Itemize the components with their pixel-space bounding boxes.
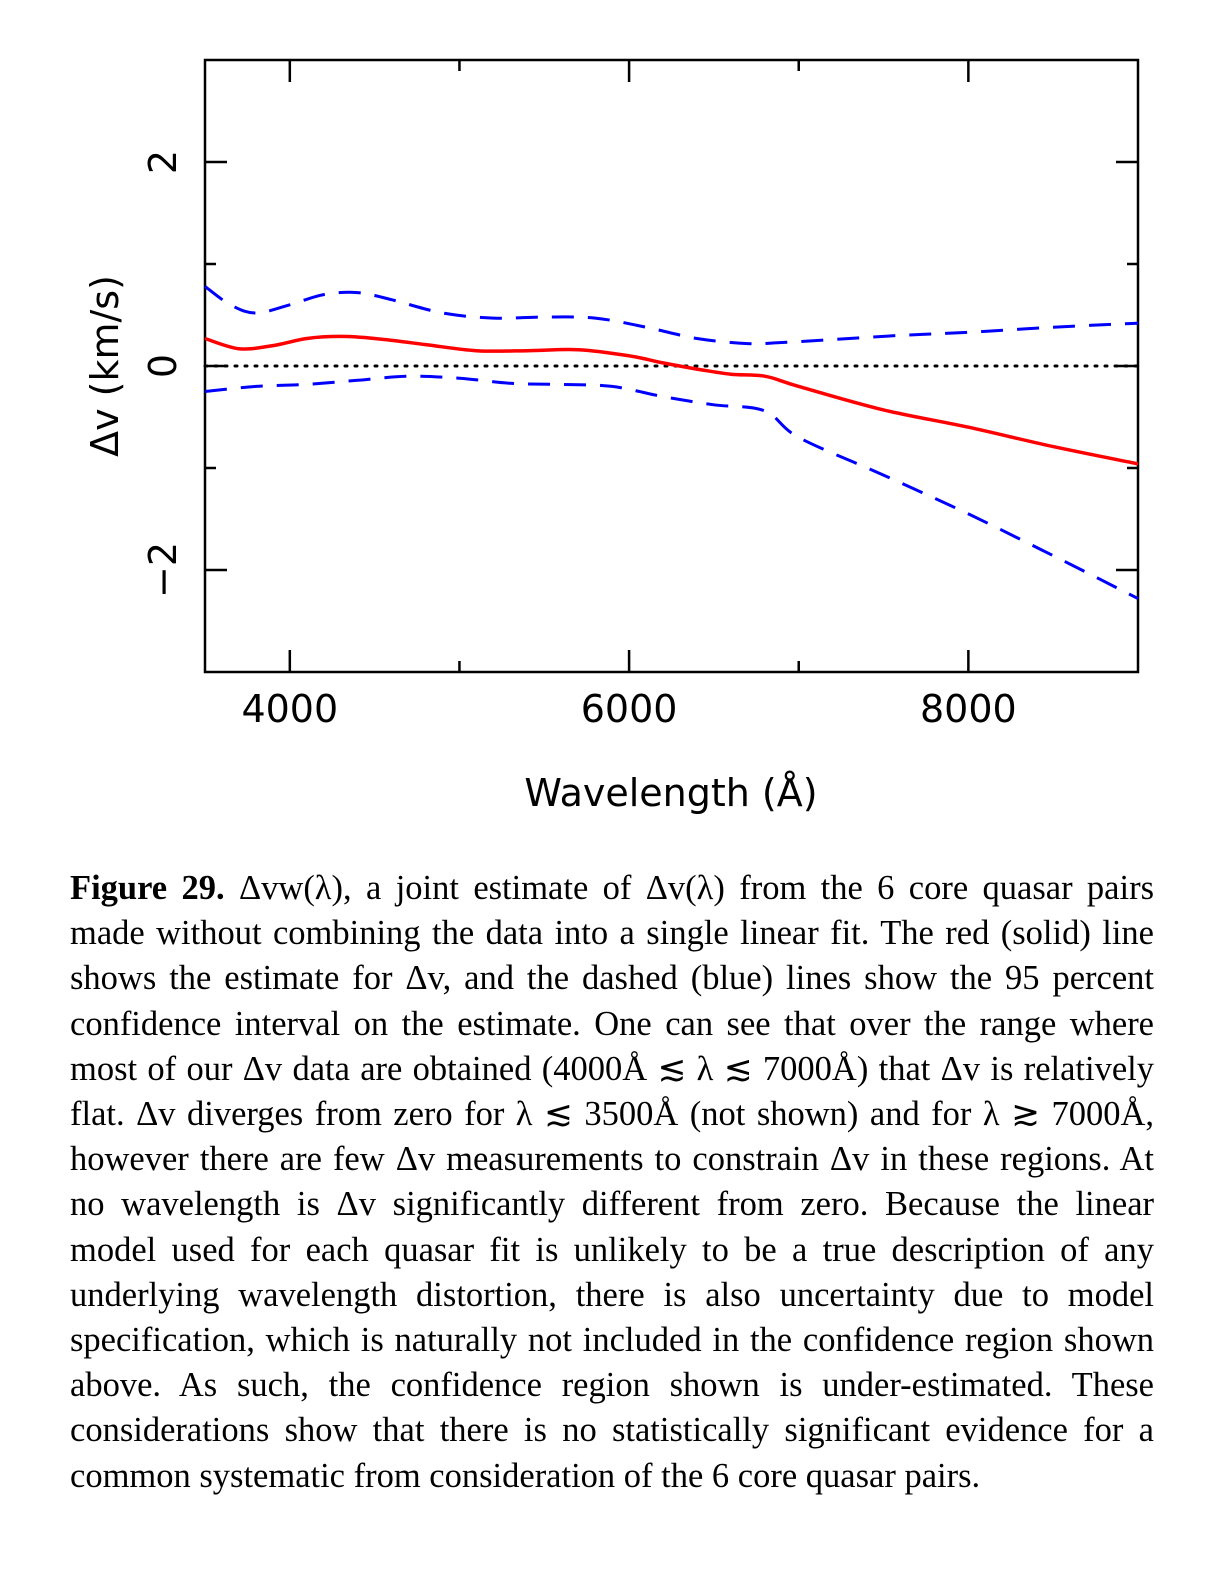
tick-labels: 4000 6000 8000 −2 0 2 xyxy=(141,150,1017,731)
lower-confidence-line xyxy=(204,374,1139,600)
x-tick-label: 4000 xyxy=(241,687,338,731)
estimate-line xyxy=(204,334,1139,466)
series-group xyxy=(204,285,1139,600)
chart: 4000 6000 8000 −2 0 2 Wavelength (Å) Δv (km/s… xyxy=(83,58,1140,815)
y-tick-label: 0 xyxy=(141,354,185,378)
x-axis-label: Wavelength (Å) xyxy=(524,771,817,815)
x-tick-label: 8000 xyxy=(920,687,1017,731)
figure-caption: Figure 29. Δvw(λ), a joint estimate of Δ… xyxy=(70,866,1154,1499)
y-axis-label: Δv (km/s) xyxy=(83,275,127,457)
upper-confidence-line xyxy=(204,285,1139,346)
y-tick-label: 2 xyxy=(141,150,185,174)
x-tick-label: 6000 xyxy=(581,687,678,731)
caption-text: Δvw(λ), a joint estimate of Δv(λ) from t… xyxy=(70,869,1155,1495)
y-tick-label: −2 xyxy=(141,542,185,598)
figure-label: Figure 29. xyxy=(70,869,225,907)
